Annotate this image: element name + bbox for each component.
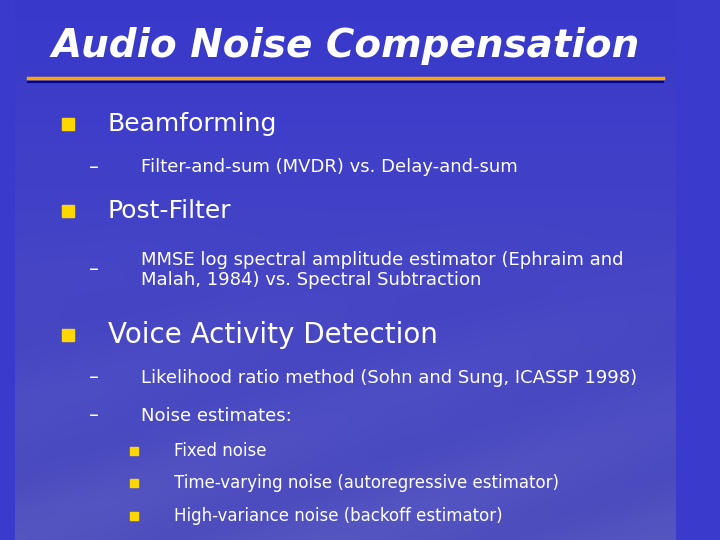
Text: MMSE log spectral amplitude estimator (Ephraim and
Malah, 1984) vs. Spectral Sub: MMSE log spectral amplitude estimator (E… (140, 251, 624, 289)
Text: High-variance noise (backoff estimator): High-variance noise (backoff estimator) (174, 507, 503, 525)
Text: –: – (89, 260, 99, 280)
Text: Audio Noise Compensation: Audio Noise Compensation (51, 27, 639, 65)
Text: Time-varying noise (autoregressive estimator): Time-varying noise (autoregressive estim… (174, 474, 559, 492)
Text: –: – (89, 158, 99, 177)
Text: Noise estimates:: Noise estimates: (140, 407, 292, 425)
Text: Beamforming: Beamforming (107, 112, 277, 136)
Text: Filter-and-sum (MVDR) vs. Delay-and-sum: Filter-and-sum (MVDR) vs. Delay-and-sum (140, 158, 518, 177)
Text: –: – (89, 406, 99, 426)
Text: Voice Activity Detection: Voice Activity Detection (107, 321, 438, 349)
Text: Likelihood ratio method (Sohn and Sung, ICASSP 1998): Likelihood ratio method (Sohn and Sung, … (140, 369, 636, 387)
Text: Fixed noise: Fixed noise (174, 442, 266, 460)
Text: Post-Filter: Post-Filter (107, 199, 231, 222)
Text: –: – (89, 368, 99, 388)
